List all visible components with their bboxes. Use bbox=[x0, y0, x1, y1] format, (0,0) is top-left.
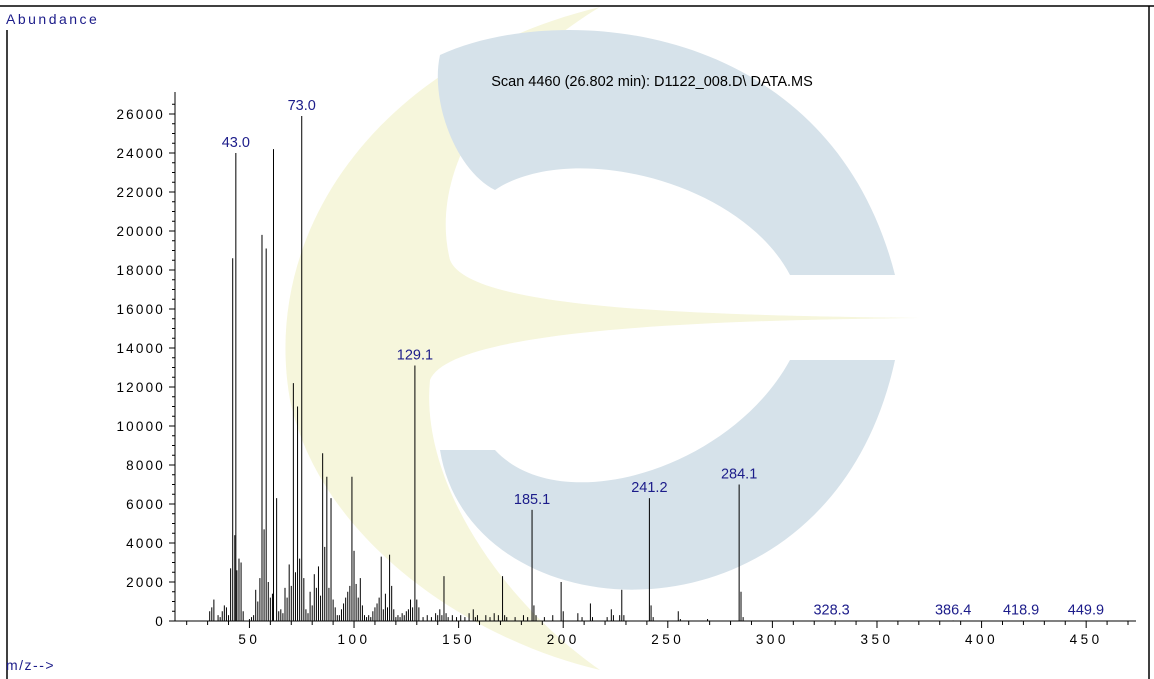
peak-label: 185.1 bbox=[514, 492, 550, 508]
peak-label: 43.0 bbox=[222, 135, 250, 151]
watermark-blue-upper-arc bbox=[437, 29, 895, 276]
watermark-blue-lower-arc bbox=[440, 360, 895, 590]
y-tick-label: 14000 bbox=[116, 341, 165, 356]
watermark-yellow-swoosh bbox=[285, 7, 920, 670]
x-tick-label: 450 bbox=[1070, 632, 1103, 647]
x-tick-label: 50 bbox=[238, 632, 260, 647]
x-tick-label: 150 bbox=[442, 632, 475, 647]
y-tick-label: 10000 bbox=[116, 419, 165, 434]
y-tick-label: 6000 bbox=[126, 497, 165, 512]
y-tick-label: 8000 bbox=[126, 458, 165, 473]
y-tick-label: 2000 bbox=[126, 575, 165, 590]
plot-axes: 0 2000 4000 6000 8000 10000 12000 14000 16000 180… bbox=[116, 92, 1136, 647]
y-tick-label: 16000 bbox=[116, 302, 165, 317]
peak-label: 129.1 bbox=[397, 348, 433, 364]
spectrum-peaks bbox=[209, 115, 1087, 621]
x-tick-label: 300 bbox=[756, 632, 789, 647]
y-tick-label: 26000 bbox=[116, 107, 165, 122]
x-tick-label: 350 bbox=[860, 632, 893, 647]
x-tick-label: 250 bbox=[651, 632, 684, 647]
peak-annotations: 43.0 73.0 129.1 185.1 241.2 284.1 328.3 386.4 41… bbox=[222, 98, 1104, 618]
y-tick-label: 4000 bbox=[126, 536, 165, 551]
y-tick-label: 22000 bbox=[116, 185, 165, 200]
peak-label: 241.2 bbox=[631, 480, 667, 496]
peak-label: 73.0 bbox=[288, 98, 316, 114]
y-tick-label: 0 bbox=[155, 614, 165, 629]
x-tick-label: 100 bbox=[338, 632, 371, 647]
x-axis-label: m/z--> bbox=[6, 657, 56, 673]
y-tick-label: 24000 bbox=[116, 146, 165, 161]
watermark-logo bbox=[285, 7, 920, 670]
peak-label: 449.9 bbox=[1068, 602, 1104, 618]
peak-label: 386.4 bbox=[935, 602, 971, 618]
peak-label: 418.9 bbox=[1003, 602, 1039, 618]
y-tick-label: 18000 bbox=[116, 263, 165, 278]
x-tick-label: 400 bbox=[965, 632, 998, 647]
peak-label: 328.3 bbox=[813, 602, 849, 618]
y-axis-label: Abundance bbox=[0, 10, 103, 28]
peak-label: 284.1 bbox=[721, 467, 757, 483]
chart-title: Scan 4460 (26.802 min): D1122_008.D\ DAT… bbox=[491, 74, 813, 90]
y-tick-label: 12000 bbox=[116, 380, 165, 395]
x-tick-label: 200 bbox=[547, 632, 580, 647]
y-tick-label: 20000 bbox=[116, 224, 165, 239]
